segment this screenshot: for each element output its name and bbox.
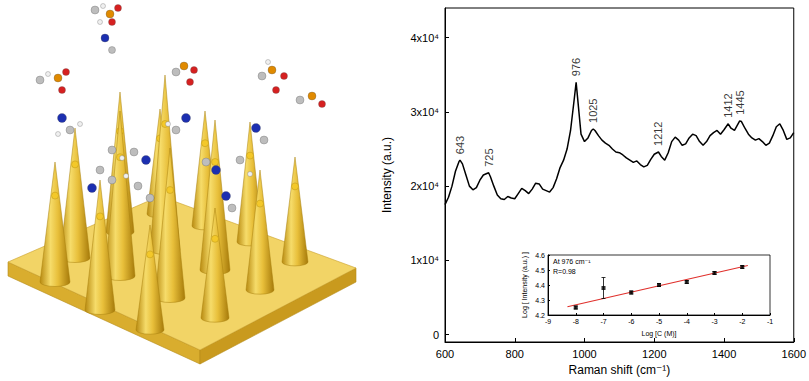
svg-text:3x10⁴: 3x10⁴ [410, 106, 439, 118]
svg-text:1025: 1025 [587, 98, 599, 122]
svg-text:-9: -9 [545, 318, 551, 325]
svg-text:Log [C (M)]: Log [C (M)] [641, 330, 676, 338]
svg-text:976: 976 [570, 58, 582, 76]
svg-text:1200: 1200 [642, 348, 666, 360]
svg-text:1x10⁴: 1x10⁴ [410, 254, 439, 266]
svg-text:4.6: 4.6 [535, 252, 545, 259]
svg-text:1400: 1400 [712, 348, 736, 360]
svg-text:-3: -3 [711, 318, 717, 325]
svg-text:800: 800 [506, 348, 524, 360]
svg-text:4.5: 4.5 [535, 267, 545, 274]
svg-text:R=0.98: R=0.98 [553, 268, 576, 275]
svg-text:-5: -5 [656, 318, 662, 325]
svg-text:0: 0 [433, 329, 439, 341]
svg-text:Raman shift (cm⁻¹): Raman shift (cm⁻¹) [569, 363, 671, 377]
svg-text:1445: 1445 [734, 90, 746, 114]
svg-text:1212: 1212 [652, 122, 664, 146]
svg-text:2x10⁴: 2x10⁴ [410, 180, 439, 192]
svg-text:At 976 cm⁻¹: At 976 cm⁻¹ [553, 258, 591, 265]
svg-text:725: 725 [483, 148, 495, 166]
svg-text:Log [ Intensity (a.u.) ]: Log [ Intensity (a.u.) ] [521, 252, 529, 318]
svg-text:-6: -6 [628, 318, 634, 325]
svg-text:1412: 1412 [722, 93, 734, 117]
svg-text:4.2: 4.2 [535, 312, 545, 319]
svg-text:-8: -8 [573, 318, 579, 325]
svg-text:-2: -2 [739, 318, 745, 325]
svg-text:-7: -7 [600, 318, 606, 325]
svg-text:-1: -1 [767, 318, 773, 325]
svg-text:643: 643 [454, 136, 466, 154]
svg-text:600: 600 [436, 348, 454, 360]
svg-text:Intensity (a.u.): Intensity (a.u.) [380, 137, 394, 213]
svg-text:1000: 1000 [572, 348, 596, 360]
svg-text:1600: 1600 [782, 348, 806, 360]
svg-text:4x10⁴: 4x10⁴ [410, 32, 439, 44]
svg-text:4.4: 4.4 [535, 282, 545, 289]
svg-text:4.3: 4.3 [535, 297, 545, 304]
svg-text:-4: -4 [684, 318, 690, 325]
